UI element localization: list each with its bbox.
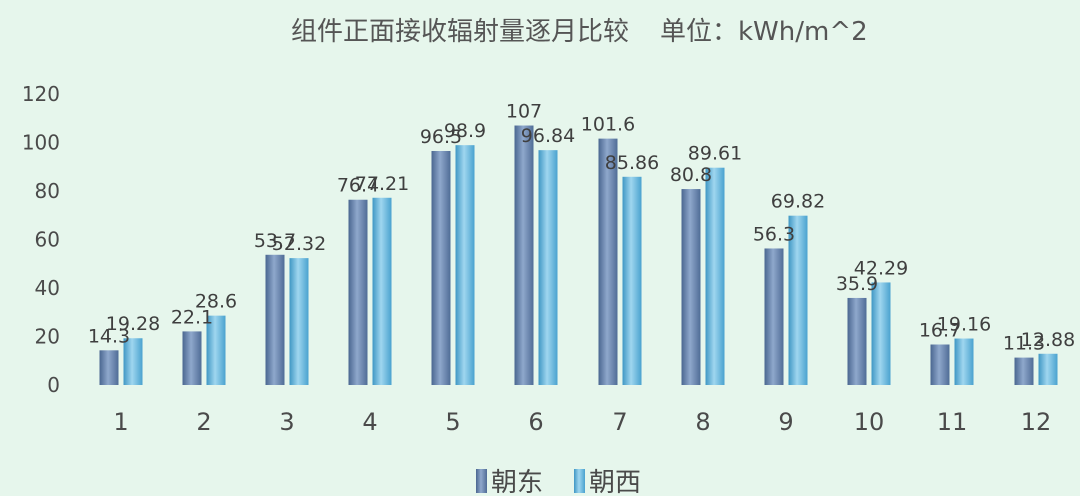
bar-east xyxy=(348,199,368,385)
bar-east xyxy=(265,254,285,385)
bar-west xyxy=(289,258,309,385)
data-label-east: 107 xyxy=(506,101,542,123)
bar-west xyxy=(871,282,891,385)
bar-east xyxy=(431,150,451,385)
bar-west xyxy=(1038,353,1058,385)
data-label-east: 76.4 xyxy=(337,175,379,197)
x-tick-label: 6 xyxy=(528,408,543,436)
data-label-east: 14.3 xyxy=(88,325,130,347)
bar-west xyxy=(538,150,558,385)
chart-unit-label: 单位：kWh/m^2 xyxy=(660,17,868,47)
bar-east xyxy=(99,350,119,385)
data-label-west: 19.28 xyxy=(106,313,160,335)
data-label-west: 89.61 xyxy=(688,143,742,165)
x-tick-label: 9 xyxy=(778,408,793,436)
x-tick-label: 5 xyxy=(445,408,460,436)
data-label-east: 101.6 xyxy=(581,114,635,136)
data-label-west: 12.88 xyxy=(1021,329,1075,351)
bar-west xyxy=(788,215,808,385)
data-label-east: 11.3 xyxy=(1003,333,1045,355)
x-tick-label: 8 xyxy=(695,408,710,436)
data-label-east: 53.7 xyxy=(254,230,296,252)
bar-east xyxy=(930,344,950,385)
data-label-west: 42.29 xyxy=(854,257,908,279)
x-tick-label: 7 xyxy=(612,408,627,436)
bar-east xyxy=(182,331,202,385)
x-tick-label: 1 xyxy=(113,408,128,436)
legend-swatch-west xyxy=(574,469,585,493)
x-tick-label: 3 xyxy=(279,408,294,436)
legend-label-west: 朝西 xyxy=(589,468,641,496)
bar-west xyxy=(206,315,226,385)
data-label-west: 28.6 xyxy=(195,291,237,313)
y-tick-label: 100 xyxy=(22,131,60,155)
bar-west xyxy=(622,176,642,385)
x-tick-label: 10 xyxy=(854,408,885,436)
chart-title: 组件正面接收辐射量逐月比较 xyxy=(291,17,629,47)
y-tick-label: 120 xyxy=(22,82,60,106)
bar-east xyxy=(847,297,867,385)
data-label-west: 19.16 xyxy=(937,314,991,336)
x-tick-label: 2 xyxy=(196,408,211,436)
y-tick-label: 40 xyxy=(35,276,60,300)
data-label-east: 56.3 xyxy=(753,223,795,245)
y-axis: 0 20 40 60 80 100 120 xyxy=(22,82,60,397)
y-tick-label: 60 xyxy=(35,228,60,252)
data-label-east: 80.8 xyxy=(670,164,712,186)
bar-east xyxy=(681,189,701,385)
data-labels: 14.3 22.1 53.7 76.4 96.5 107 101.6 80.8 56.3 35.9… xyxy=(88,101,1075,355)
data-label-west: 85.86 xyxy=(605,152,659,174)
data-label-west: 77.21 xyxy=(355,173,409,195)
bar-east xyxy=(514,125,534,386)
x-axis: 1 2 3 4 5 6 7 8 9 10 11 12 xyxy=(113,408,1051,436)
legend-label-east: 朝东 xyxy=(491,468,543,496)
y-tick-label: 20 xyxy=(35,325,60,349)
data-label-east: 35.9 xyxy=(836,273,878,295)
data-label-west: 52.32 xyxy=(272,233,326,255)
bar-west xyxy=(954,338,974,385)
data-label-east: 16.7 xyxy=(919,320,961,342)
x-tick-label: 12 xyxy=(1021,408,1052,436)
bar-west xyxy=(123,338,143,385)
data-label-east: 22.1 xyxy=(171,306,213,328)
data-label-west: 98.9 xyxy=(444,120,486,142)
data-label-east: 96.5 xyxy=(420,126,462,148)
bar-east xyxy=(598,138,618,385)
legend-swatch-east xyxy=(476,469,487,493)
x-tick-label: 11 xyxy=(937,408,968,436)
bar-east xyxy=(764,248,784,385)
bars xyxy=(99,125,1058,386)
bar-east xyxy=(1014,357,1034,385)
x-tick-label: 4 xyxy=(362,408,377,436)
data-label-west: 69.82 xyxy=(771,191,825,213)
y-tick-label: 0 xyxy=(47,373,60,397)
y-tick-label: 80 xyxy=(35,179,60,203)
data-label-west: 96.84 xyxy=(521,125,575,147)
bar-west xyxy=(455,145,475,385)
legend: 朝东 朝西 xyxy=(476,468,641,496)
bar-west xyxy=(372,197,392,385)
bar-west xyxy=(705,167,725,385)
